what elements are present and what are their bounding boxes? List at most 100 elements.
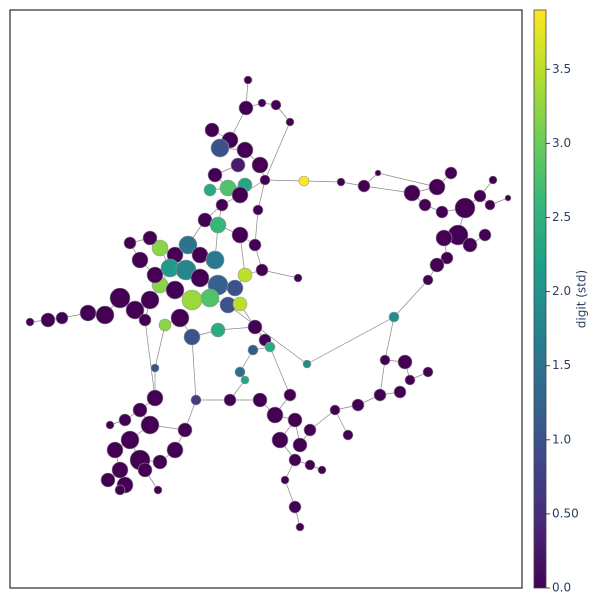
node (158, 318, 172, 332)
node (79, 304, 97, 322)
node (140, 415, 160, 435)
node (478, 228, 492, 242)
node (111, 461, 129, 479)
node (191, 246, 209, 264)
node (288, 500, 302, 514)
node (357, 179, 371, 193)
node (95, 305, 115, 325)
node (177, 422, 193, 438)
node (329, 404, 341, 416)
node (336, 177, 346, 187)
node (210, 138, 230, 158)
node (106, 441, 124, 459)
colorbar (533, 9, 547, 589)
node (317, 465, 327, 475)
node (131, 251, 149, 269)
node (190, 268, 210, 288)
node (404, 374, 416, 386)
node (243, 75, 253, 85)
node (293, 273, 303, 283)
edge (264, 179, 305, 182)
colorbar-tick-label: 1.0 (552, 432, 571, 446)
node (255, 263, 269, 277)
node (257, 98, 267, 108)
edge (384, 316, 395, 361)
node (170, 308, 190, 328)
node (152, 454, 168, 470)
node (283, 388, 297, 402)
node (150, 363, 160, 373)
node (488, 175, 498, 185)
edge (269, 346, 291, 396)
node (178, 235, 198, 255)
node (142, 230, 158, 246)
node (252, 204, 264, 216)
node (302, 359, 312, 369)
node (292, 437, 308, 453)
node (388, 311, 400, 323)
node (379, 354, 391, 366)
node (132, 402, 148, 418)
node (240, 375, 250, 385)
node (204, 122, 220, 138)
node (109, 287, 131, 309)
edge (144, 319, 156, 399)
node (287, 412, 303, 428)
node (205, 250, 225, 270)
node (342, 429, 354, 441)
node (100, 472, 116, 488)
node (259, 174, 271, 186)
node (237, 267, 253, 283)
colorbar-tick-label: 0.50 (552, 506, 579, 520)
node (393, 385, 407, 399)
node (428, 178, 446, 196)
node (462, 237, 478, 253)
node (429, 257, 445, 273)
node (226, 279, 244, 297)
node (422, 366, 434, 378)
node (40, 312, 56, 328)
node (303, 423, 317, 437)
node (397, 354, 413, 370)
edge (264, 121, 291, 181)
node (118, 413, 132, 427)
node (200, 288, 220, 308)
node (183, 328, 201, 346)
node (403, 184, 421, 202)
node (473, 189, 487, 203)
edge (393, 279, 429, 318)
edge (377, 172, 438, 188)
edge (154, 324, 166, 369)
node (140, 290, 160, 310)
node (484, 199, 496, 211)
plot-frame (9, 9, 523, 589)
node (153, 485, 163, 495)
node (146, 389, 164, 407)
node (435, 205, 449, 219)
node (203, 183, 217, 197)
node (232, 296, 248, 312)
node (248, 238, 262, 252)
node (271, 431, 289, 449)
colorbar-tick-label: 2.5 (552, 210, 571, 224)
node (223, 393, 237, 407)
node (146, 266, 164, 284)
colorbar-tick-label: 3.0 (552, 136, 571, 150)
node (288, 453, 302, 467)
colorbar-tick-label: 3.5 (552, 62, 571, 76)
colorbar-tick-label: 0.0 (552, 581, 571, 595)
node (215, 198, 229, 212)
node (304, 459, 316, 471)
node (120, 430, 140, 450)
node (266, 406, 284, 424)
node (236, 141, 254, 159)
node (234, 366, 246, 378)
node (25, 317, 35, 327)
node (114, 484, 126, 496)
node (190, 394, 202, 406)
node (454, 197, 476, 219)
node (207, 167, 223, 183)
node (251, 156, 269, 174)
node (264, 341, 276, 353)
